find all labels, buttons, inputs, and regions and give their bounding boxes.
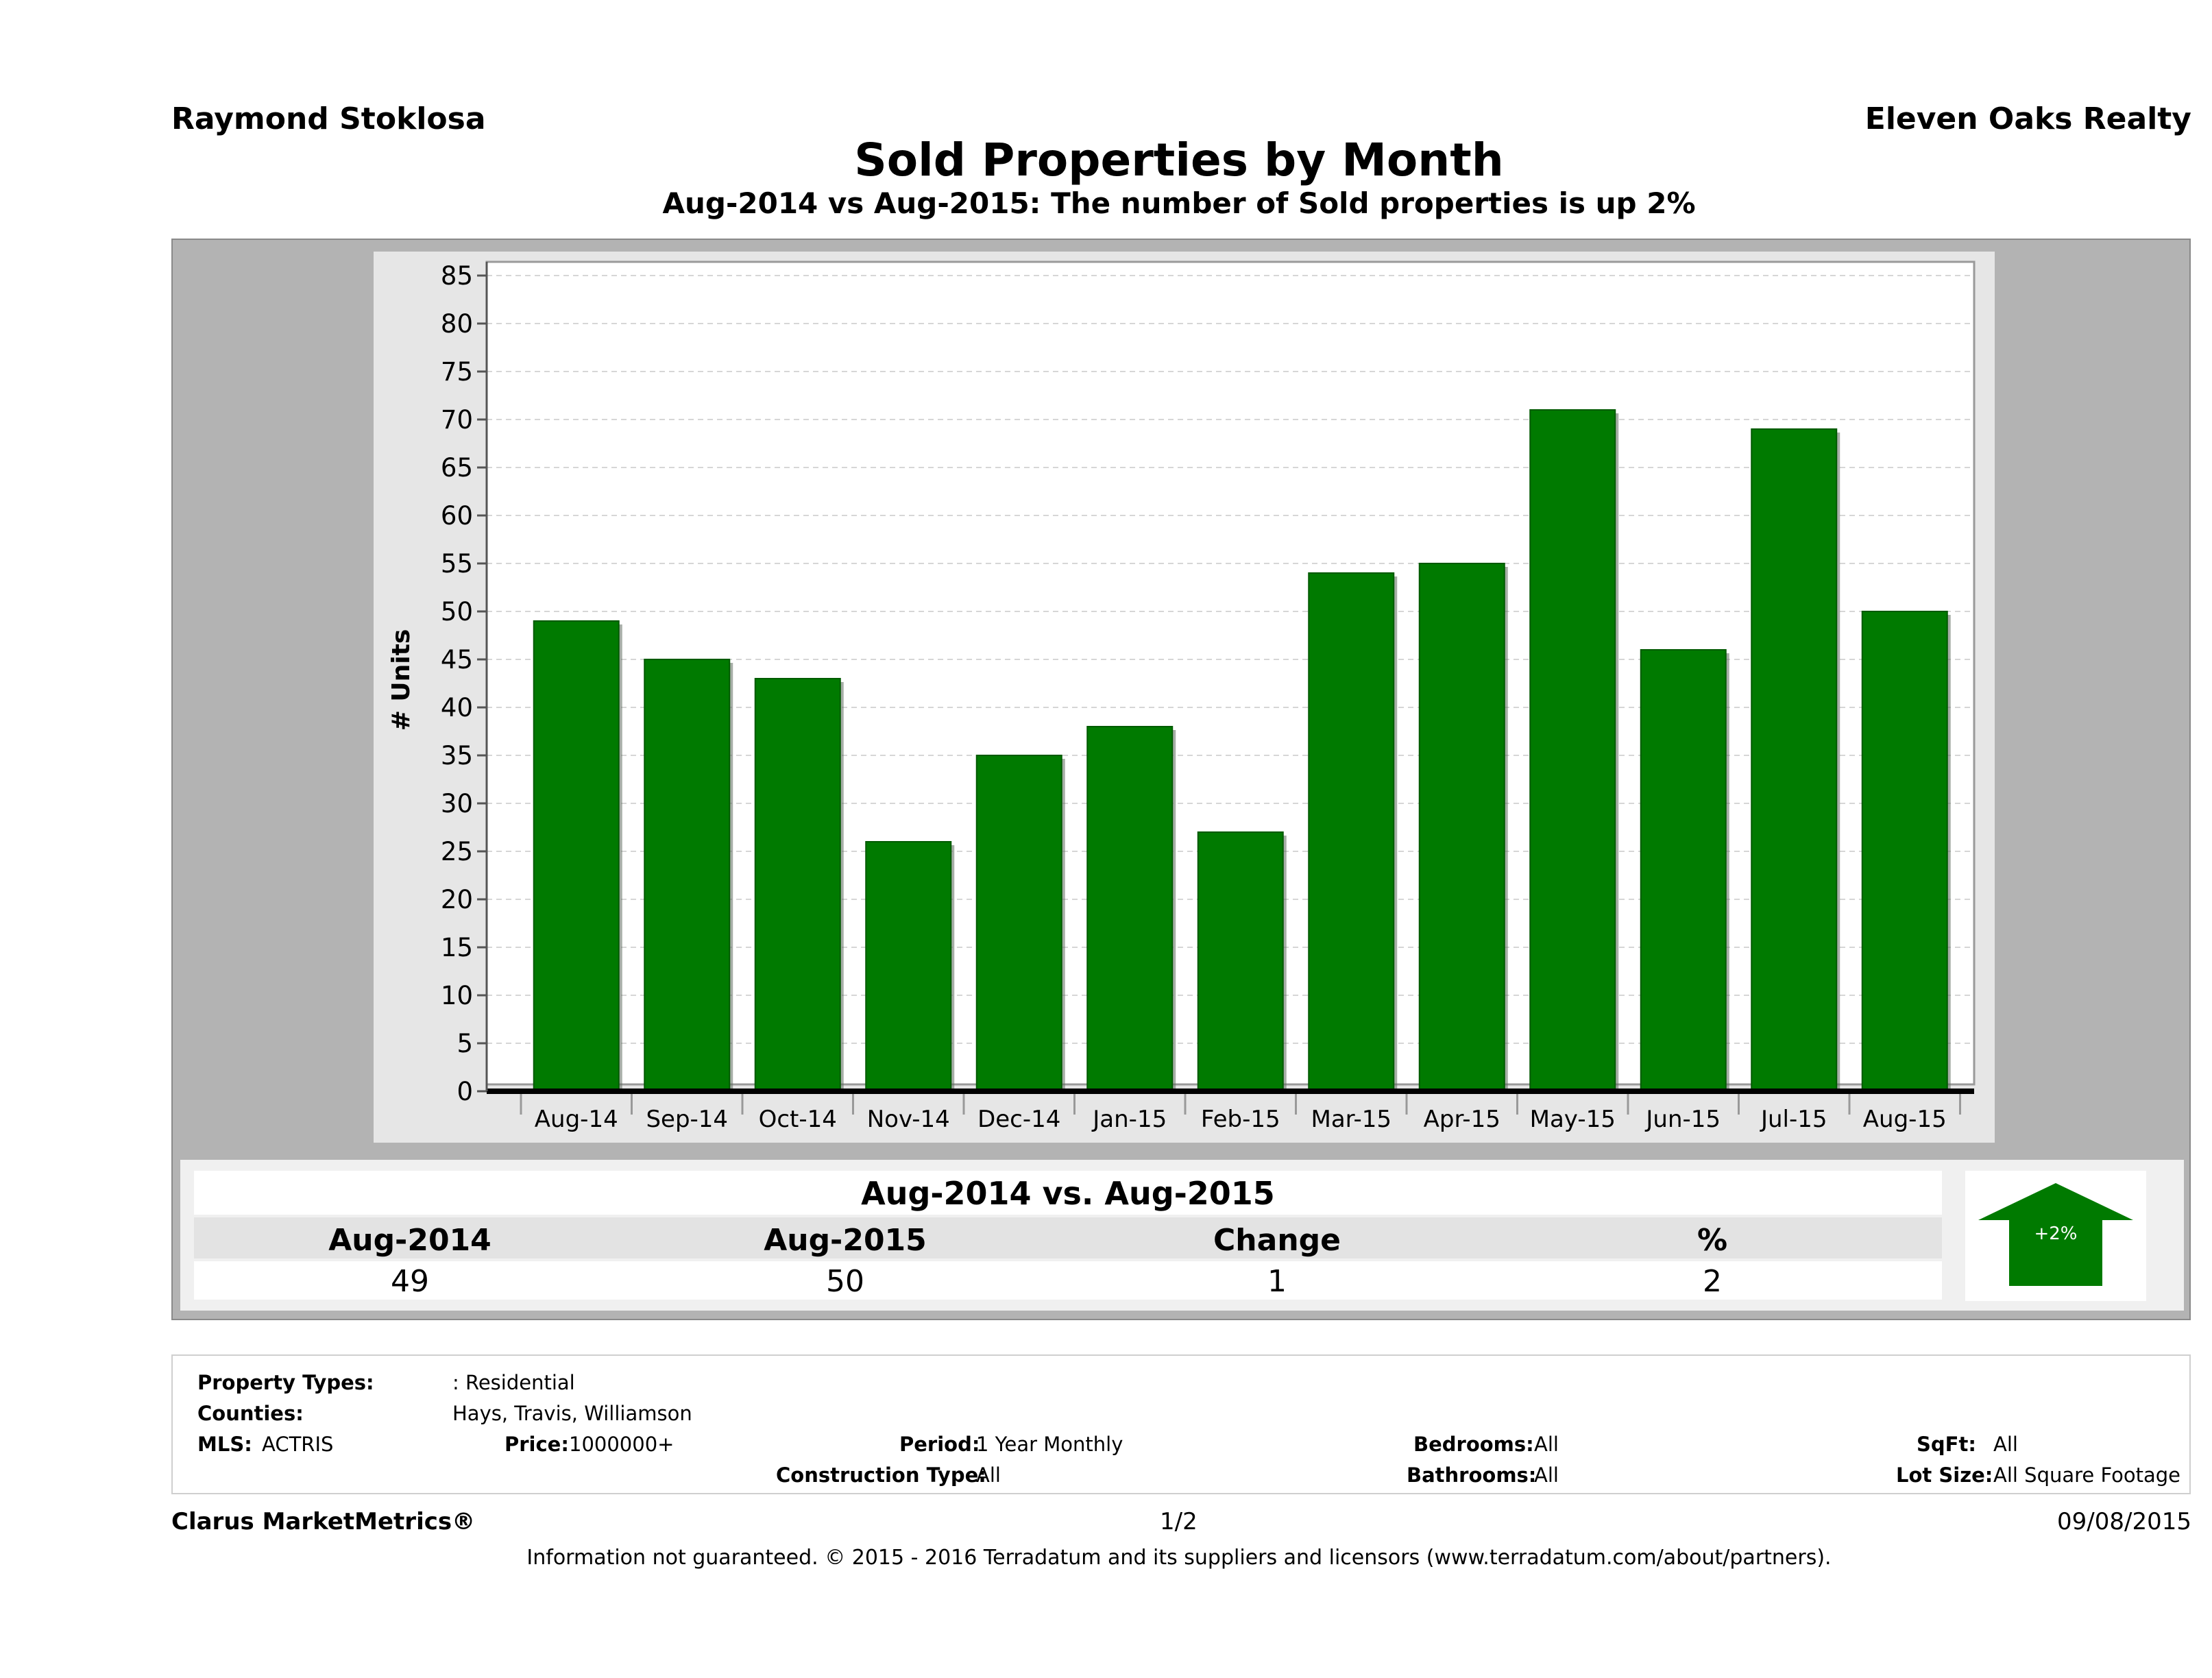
comparison-title-band (194, 1171, 1942, 1215)
bar (1751, 428, 1838, 1092)
x-tick-label: Apr-15 (1424, 1106, 1500, 1133)
comparison-title: Aug-2014 vs. Aug-2015 (861, 1175, 1275, 1212)
x-tick-label: Feb-15 (1201, 1106, 1280, 1133)
bar (644, 659, 731, 1092)
y-tick-label: 15 (441, 933, 473, 962)
sqft-value: All (1993, 1433, 2018, 1456)
sqft-label: SqFt: (1917, 1433, 1976, 1456)
bar (1861, 611, 1948, 1092)
x-tick-label: Jan-15 (1091, 1106, 1167, 1133)
bars (533, 409, 1951, 1092)
arrow-label: +2% (2034, 1224, 2077, 1244)
brokerage-name: Eleven Oaks Realty (1864, 101, 2191, 136)
bar (754, 678, 841, 1092)
x-tick-label: Dec-14 (977, 1106, 1060, 1133)
y-tick-label: 25 (441, 837, 473, 866)
counties-label: Counties: (197, 1402, 304, 1425)
lot-size-label: Lot Size: (1896, 1463, 1993, 1487)
x-axis-ticks: Aug-14 Sep-14 Oct-14 Nov-14 Dec-14 Jan-15 Feb-… (485, 262, 1974, 1133)
bar (1086, 726, 1174, 1092)
comparison-panel: Aug-2014 vs. Aug-2015 Aug-2014 Aug-2015 … (180, 1160, 2184, 1311)
counties-value: Hays, Travis, Williamson (452, 1402, 692, 1425)
filter-criteria: Property Types: : Residential Counties: … (171, 1354, 2191, 1494)
agent-name: Raymond Stoklosa (171, 101, 486, 136)
y-tick-label: 35 (441, 741, 473, 770)
bathrooms-label: Bathrooms: (1407, 1463, 1537, 1487)
lot-size-value: All Square Footage (1993, 1463, 2181, 1487)
property-types-label: Property Types: (197, 1371, 374, 1394)
comparison-value-current: 50 (826, 1264, 864, 1299)
price-label: Price: (505, 1433, 569, 1456)
report-subtitle: Aug-2014 vs Aug-2015: The number of Sold… (662, 186, 1696, 220)
y-tick-label: 45 (441, 645, 473, 674)
y-tick-label: 85 (441, 261, 473, 291)
period-label: Period: (899, 1433, 980, 1456)
construction-type-value: All (976, 1463, 1001, 1487)
product-name: Clarus MarketMetrics® (171, 1508, 476, 1535)
bar (1418, 563, 1505, 1092)
y-tick-label: 80 (441, 309, 473, 339)
construction-type-label: Construction Type: (776, 1463, 986, 1487)
x-tick-label: Aug-15 (1863, 1106, 1947, 1133)
mls-label: MLS: (197, 1433, 252, 1456)
comparison-header-band (194, 1217, 1942, 1258)
y-tick-label: 60 (441, 501, 473, 531)
y-axis-ticks: 0 5 10 15 20 25 30 35 40 45 50 55 60 65 70 75 80 85 (441, 261, 487, 1106)
bar (1640, 649, 1727, 1092)
disclaimer: Information not guaranteed. © 2015 - 201… (526, 1546, 1832, 1570)
bar (533, 620, 620, 1092)
report-title: Sold Properties by Month (854, 134, 1504, 186)
bar-chart: 0 5 10 15 20 25 30 35 40 45 50 55 60 65 70 75 80 85 Aug-1… (374, 252, 1995, 1143)
comparison-header-current: Aug-2015 (764, 1223, 927, 1258)
arrow-shape (1978, 1183, 2133, 1286)
price-value: 1000000+ (569, 1433, 674, 1456)
bar (975, 755, 1062, 1092)
y-tick-label: 5 (457, 1029, 473, 1058)
y-tick-label: 20 (441, 885, 473, 914)
x-tick-label: Sep-14 (646, 1106, 728, 1133)
change-indicator: +2% (1965, 1171, 2146, 1301)
x-tick-label: May-15 (1530, 1106, 1616, 1133)
property-types-value: : Residential (452, 1371, 575, 1394)
page-number: 1/2 (1160, 1508, 1198, 1535)
bar (865, 841, 952, 1092)
x-tick-label: Aug-14 (535, 1106, 618, 1133)
y-tick-label: 40 (441, 693, 473, 722)
x-tick-label: Oct-14 (759, 1106, 837, 1133)
y-tick-label: 55 (441, 549, 473, 579)
bathrooms-value: All (1534, 1463, 1559, 1487)
comparison-value-change: 1 (1267, 1264, 1287, 1299)
bar (1197, 831, 1284, 1092)
period-value: 1 Year Monthly (976, 1433, 1123, 1456)
y-tick-label: 30 (441, 789, 473, 818)
bar (1308, 572, 1395, 1092)
x-tick-label: Jun-15 (1644, 1106, 1721, 1133)
comparison-value-band (194, 1261, 1942, 1300)
x-tick-label: Jul-15 (1760, 1106, 1827, 1133)
x-tick-label: Mar-15 (1311, 1106, 1391, 1133)
y-tick-label: 75 (441, 357, 473, 387)
y-tick-label: 10 (441, 981, 473, 1010)
y-tick-label: 70 (441, 405, 473, 435)
y-tick-label: 65 (441, 453, 473, 483)
bar (1529, 409, 1616, 1092)
up-arrow-icon: +2% (1978, 1183, 2133, 1286)
y-tick-label: 0 (457, 1077, 473, 1106)
comparison-header-prior: Aug-2014 (328, 1223, 491, 1258)
comparison-header-percent: % (1697, 1223, 1728, 1258)
comparison-value-percent: 2 (1703, 1264, 1722, 1299)
comparison-value-prior: 49 (391, 1264, 429, 1299)
y-axis-label: # Units (387, 629, 415, 731)
comparison-header-change: Change (1213, 1223, 1341, 1258)
bedrooms-value: All (1534, 1433, 1559, 1456)
y-tick-label: 50 (441, 597, 473, 627)
bedrooms-label: Bedrooms: (1413, 1433, 1534, 1456)
x-tick-label: Nov-14 (867, 1106, 950, 1133)
mls-value: ACTRIS (262, 1433, 334, 1456)
report-date: 09/08/2015 (2057, 1508, 2191, 1535)
